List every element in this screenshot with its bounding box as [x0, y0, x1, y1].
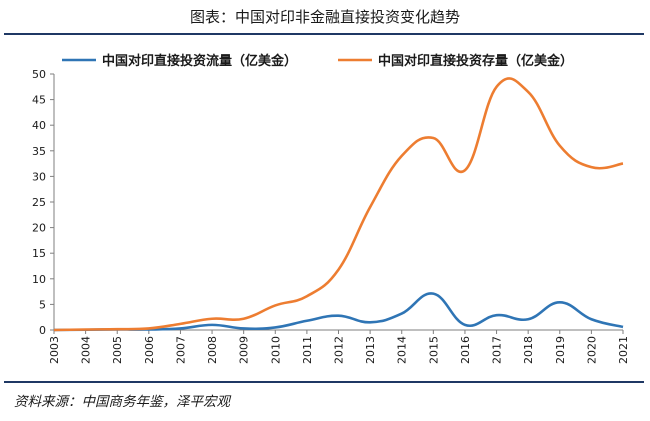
y-tick-label: 5: [39, 298, 46, 311]
legend-label: 中国对印直接投资存量（亿美金）: [378, 53, 573, 69]
x-tick-label: 2005: [111, 336, 124, 364]
chart-svg: 中国对印直接投资流量（亿美金） 中国对印直接投资存量（亿美金） 051015202…: [32, 53, 630, 364]
x-tick-label: 2012: [333, 336, 346, 364]
x-tick-label: 2003: [48, 336, 61, 364]
x-tick-label: 2014: [396, 336, 409, 364]
series-line-stock: [53, 77, 624, 332]
x-tick-label: 2013: [364, 336, 377, 364]
x-tick-label: 2004: [80, 336, 93, 364]
y-tick-label: 20: [32, 222, 46, 235]
y-tick-label: 40: [32, 119, 46, 132]
x-tick-label: 2011: [301, 336, 314, 364]
x-tick-label: 2007: [174, 336, 187, 364]
y-tick-label: 0: [39, 324, 46, 337]
series-lines: [53, 77, 624, 332]
x-tick-label: 2018: [522, 336, 535, 364]
x-tick-label: 2006: [143, 336, 156, 364]
x-tick-label: 2021: [617, 336, 630, 364]
x-tick-label: 2016: [459, 336, 472, 364]
x-tick-label: 2019: [554, 336, 567, 364]
x-tick-label: 2015: [427, 336, 440, 364]
chart-title: 图表：中国对印非金融直接投资变化趋势: [189, 8, 460, 26]
bottom-rule: [4, 381, 644, 383]
series-line-flow: [53, 292, 624, 332]
x-tick-label: 2017: [491, 336, 504, 364]
legend: 中国对印直接投资流量（亿美金） 中国对印直接投资存量（亿美金）: [62, 53, 573, 69]
legend-label: 中国对印直接投资流量（亿美金）: [102, 53, 297, 69]
y-tick-label: 35: [32, 145, 46, 158]
y-tick-label: 45: [32, 94, 46, 107]
top-rule: [4, 33, 644, 35]
x-tick-label: 2020: [585, 336, 598, 364]
source-note: 资料来源：中国商务年鉴，泽平宏观: [14, 394, 230, 410]
y-tick-label: 30: [32, 170, 46, 183]
x-tick-label: 2009: [238, 336, 251, 364]
y-tick-label: 10: [32, 273, 46, 286]
x-tick-label: 2010: [269, 336, 282, 364]
y-tick-label: 50: [32, 68, 46, 81]
x-tick-label: 2008: [206, 336, 219, 364]
y-tick-label: 15: [32, 247, 46, 260]
y-tick-label: 25: [32, 196, 46, 209]
